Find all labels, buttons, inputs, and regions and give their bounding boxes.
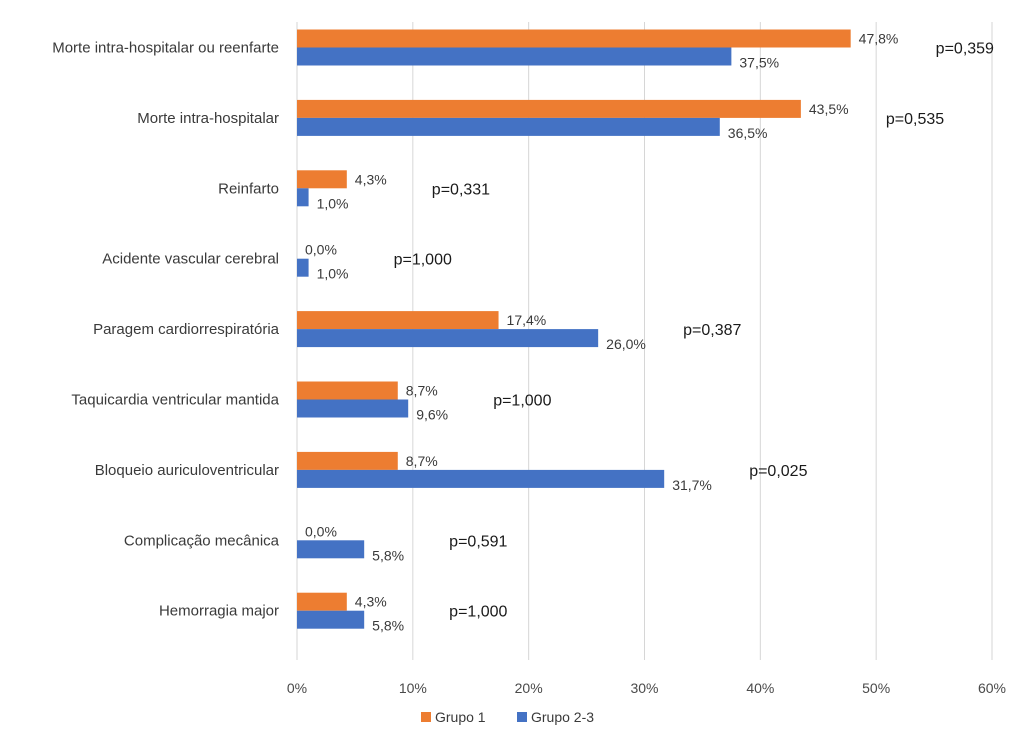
p-value-label: p=0,359 xyxy=(936,41,994,58)
category-label: Taquicardia ventricular mantida xyxy=(71,392,279,409)
x-axis: 0% 10% 20% 30% 40% 50% 60% xyxy=(287,680,1006,696)
p-value-label: p=0,025 xyxy=(749,463,807,480)
value-label-grupo-2-3: 1,0% xyxy=(317,266,349,282)
value-label-grupo-1: 8,7% xyxy=(406,383,438,399)
category-label: Morte intra-hospitalar ou reenfarte xyxy=(52,40,279,57)
p-value-label: p=0,387 xyxy=(683,322,741,339)
labels: Morte intra-hospitalar ou reenfarte 47,8%… xyxy=(52,31,994,634)
x-tick-label: 30% xyxy=(630,680,658,696)
x-tick-label: 40% xyxy=(746,680,774,696)
p-value-label: p=0,591 xyxy=(449,533,507,550)
category-label: Paragem cardiorrespiratória xyxy=(93,321,280,338)
category-label: Complicação mecânica xyxy=(124,532,280,549)
bar-grupo-1 xyxy=(297,592,347,611)
bar-grupo-2-3 xyxy=(297,469,665,488)
value-label-grupo-2-3: 37,5% xyxy=(739,55,779,71)
bars xyxy=(297,29,851,629)
value-label-grupo-2-3: 5,8% xyxy=(372,618,404,634)
category-label: Bloqueio auriculoventricular xyxy=(95,462,279,479)
bar-grupo-2-3 xyxy=(297,329,599,348)
value-label-grupo-1: 17,4% xyxy=(507,312,547,328)
bar-grupo-2-3 xyxy=(297,399,409,418)
value-label-grupo-1: 4,3% xyxy=(355,171,387,187)
bar-grupo-1 xyxy=(297,99,801,118)
bar-grupo-2-3 xyxy=(297,610,365,629)
legend-swatch-grupo-2-3 xyxy=(517,712,527,722)
p-value-label: p=1,000 xyxy=(394,252,452,269)
bar-grupo-2-3 xyxy=(297,540,365,559)
bar-grupo-2-3 xyxy=(297,47,732,66)
category-label: Acidente vascular cerebral xyxy=(102,251,279,268)
category-label: Reinfarto xyxy=(218,180,279,197)
bar-grupo-2-3 xyxy=(297,188,309,207)
value-label-grupo-2-3: 5,8% xyxy=(372,547,404,563)
value-label-grupo-2-3: 36,5% xyxy=(728,125,768,141)
value-label-grupo-2-3: 9,6% xyxy=(416,407,448,423)
bar-grupo-2-3 xyxy=(297,117,720,136)
bar-grupo-1 xyxy=(297,381,398,400)
x-tick-label: 10% xyxy=(399,680,427,696)
value-label-grupo-1: 43,5% xyxy=(809,101,849,117)
bar-grupo-1 xyxy=(297,451,398,470)
value-label-grupo-2-3: 26,0% xyxy=(606,336,646,352)
x-tick-label: 60% xyxy=(978,680,1006,696)
legend: Grupo 1 Grupo 2-3 xyxy=(421,709,594,725)
category-label: Hemorragia major xyxy=(159,603,279,620)
value-label-grupo-1: 0,0% xyxy=(305,523,337,539)
x-tick-label: 0% xyxy=(287,680,307,696)
x-tick-label: 20% xyxy=(515,680,543,696)
p-value-label: p=0,331 xyxy=(432,181,490,198)
bar-grupo-2-3 xyxy=(297,258,309,277)
category-label: Morte intra-hospitalar xyxy=(137,110,279,127)
p-value-label: p=1,000 xyxy=(493,393,551,410)
value-label-grupo-1: 47,8% xyxy=(859,31,899,47)
p-value-label: p=0,535 xyxy=(886,111,944,128)
legend-label-grupo-2-3: Grupo 2-3 xyxy=(531,709,594,725)
value-label-grupo-1: 4,3% xyxy=(355,594,387,610)
legend-label-grupo-1: Grupo 1 xyxy=(435,709,486,725)
value-label-grupo-1: 0,0% xyxy=(305,242,337,258)
legend-swatch-grupo-1 xyxy=(421,712,431,722)
bar-grupo-1 xyxy=(297,170,347,189)
bar-grupo-1 xyxy=(297,311,499,330)
p-value-label: p=1,000 xyxy=(449,604,507,621)
value-label-grupo-1: 8,7% xyxy=(406,453,438,469)
value-label-grupo-2-3: 1,0% xyxy=(317,195,349,211)
bar-grupo-1 xyxy=(297,29,851,48)
x-tick-label: 50% xyxy=(862,680,890,696)
value-label-grupo-2-3: 31,7% xyxy=(672,477,712,493)
